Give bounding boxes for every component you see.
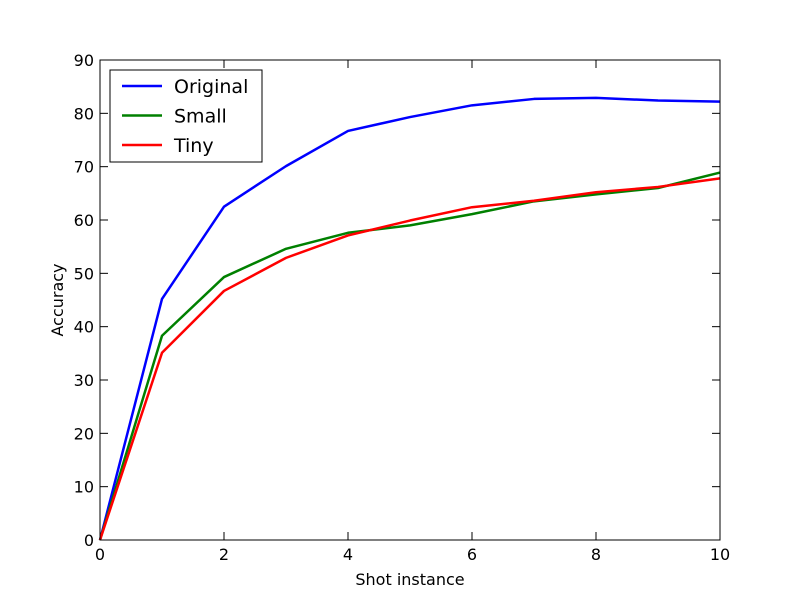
y-tick-label: 70 xyxy=(74,158,94,177)
y-tick-label: 20 xyxy=(74,424,94,443)
y-tick-label: 50 xyxy=(74,264,94,283)
y-axis-label: Accuracy xyxy=(48,263,67,336)
x-tick-label: 0 xyxy=(95,545,105,564)
y-tick-label: 10 xyxy=(74,478,94,497)
x-tick-label: 6 xyxy=(467,545,477,564)
y-tick-label: 40 xyxy=(74,318,94,337)
y-tick-label: 90 xyxy=(74,51,94,70)
legend-label-small: Small xyxy=(174,106,227,128)
y-tick-label: 60 xyxy=(74,211,94,230)
plot-frame xyxy=(99,59,721,541)
y-tick-label: 0 xyxy=(84,531,94,550)
x-axis-label: Shot instance xyxy=(355,570,464,589)
series-line-tiny xyxy=(98,177,721,541)
legend: Original Small Tiny xyxy=(109,69,263,163)
x-tick-label: 4 xyxy=(343,545,353,564)
x-tick-label: 8 xyxy=(591,545,601,564)
y-tick-label: 30 xyxy=(74,371,94,390)
x-tick-label: 10 xyxy=(710,545,730,564)
x-tick-label: 2 xyxy=(219,545,229,564)
series-line-small xyxy=(98,171,721,541)
legend-label-tiny: Tiny xyxy=(173,135,214,157)
series-line-original xyxy=(98,96,721,541)
y-tick-label: 80 xyxy=(74,104,94,123)
series-lines xyxy=(98,96,721,541)
legend-label-original: Original xyxy=(174,76,248,98)
